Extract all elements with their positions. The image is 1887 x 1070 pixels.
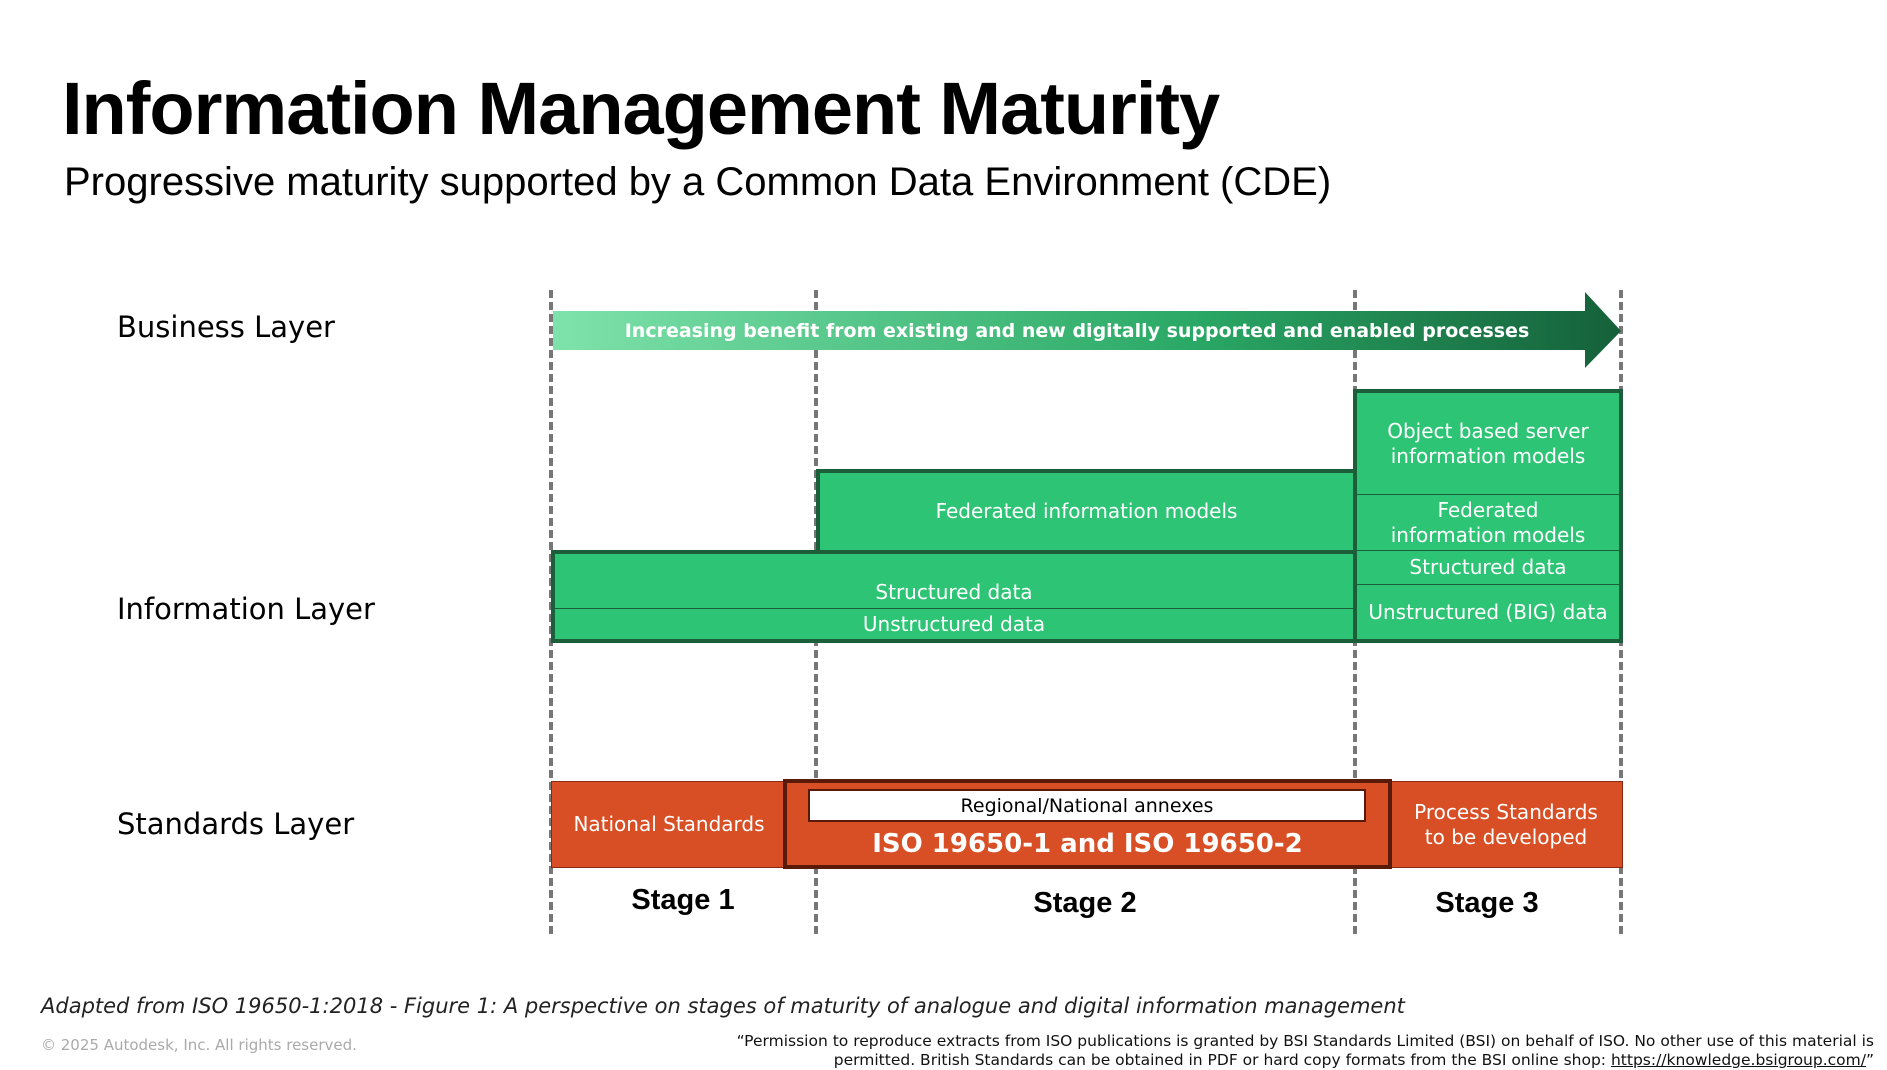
page-title: Information Management Maturity bbox=[62, 67, 1220, 150]
structured-data: Structured data bbox=[553, 553, 1355, 609]
arrow-label: Increasing benefit from existing and new… bbox=[624, 319, 1530, 342]
stage3-federated-models: Federated information models bbox=[1357, 495, 1619, 551]
permission-end: ” bbox=[1865, 1051, 1874, 1069]
standards-layer-label: Standards Layer bbox=[117, 807, 355, 841]
bsi-shop-link[interactable]: https://knowledge.bsigroup.com/ bbox=[1610, 1051, 1866, 1069]
regional-annexes: Regional/National annexes bbox=[808, 789, 1366, 822]
page-subtitle: Progressive maturity supported by a Comm… bbox=[64, 160, 1332, 204]
stage-3-label: Stage 3 bbox=[1435, 887, 1539, 919]
stage3-unstructured-data: Unstructured (BIG) data bbox=[1357, 585, 1619, 639]
unstructured-data: Unstructured data bbox=[862, 612, 1046, 636]
permission-text: “Permission to reproduce extracts from I… bbox=[736, 1032, 1874, 1069]
benefit-arrow bbox=[553, 292, 1621, 368]
source-caption: Adapted from ISO 19650-1:2018 - Figure 1… bbox=[41, 994, 1405, 1018]
permission-notice: “Permission to reproduce extracts from I… bbox=[734, 1032, 1874, 1070]
object-based-models: Object based server information models bbox=[1357, 393, 1619, 495]
process-standards: Process Standards to be developed bbox=[1389, 781, 1623, 868]
stage3-structured-data: Structured data bbox=[1357, 551, 1619, 585]
national-standards: National Standards bbox=[551, 781, 787, 868]
stage-2-label: Stage 2 bbox=[1033, 887, 1137, 919]
stage-1-label: Stage 1 bbox=[631, 884, 735, 916]
information-layer-label: Information Layer bbox=[117, 592, 375, 626]
copyright: © 2025 Autodesk, Inc. All rights reserve… bbox=[41, 1036, 357, 1054]
federated-models-block: Federated information models bbox=[816, 469, 1357, 554]
business-layer-label: Business Layer bbox=[117, 310, 335, 344]
stage1-2-data-block bbox=[551, 550, 1357, 643]
